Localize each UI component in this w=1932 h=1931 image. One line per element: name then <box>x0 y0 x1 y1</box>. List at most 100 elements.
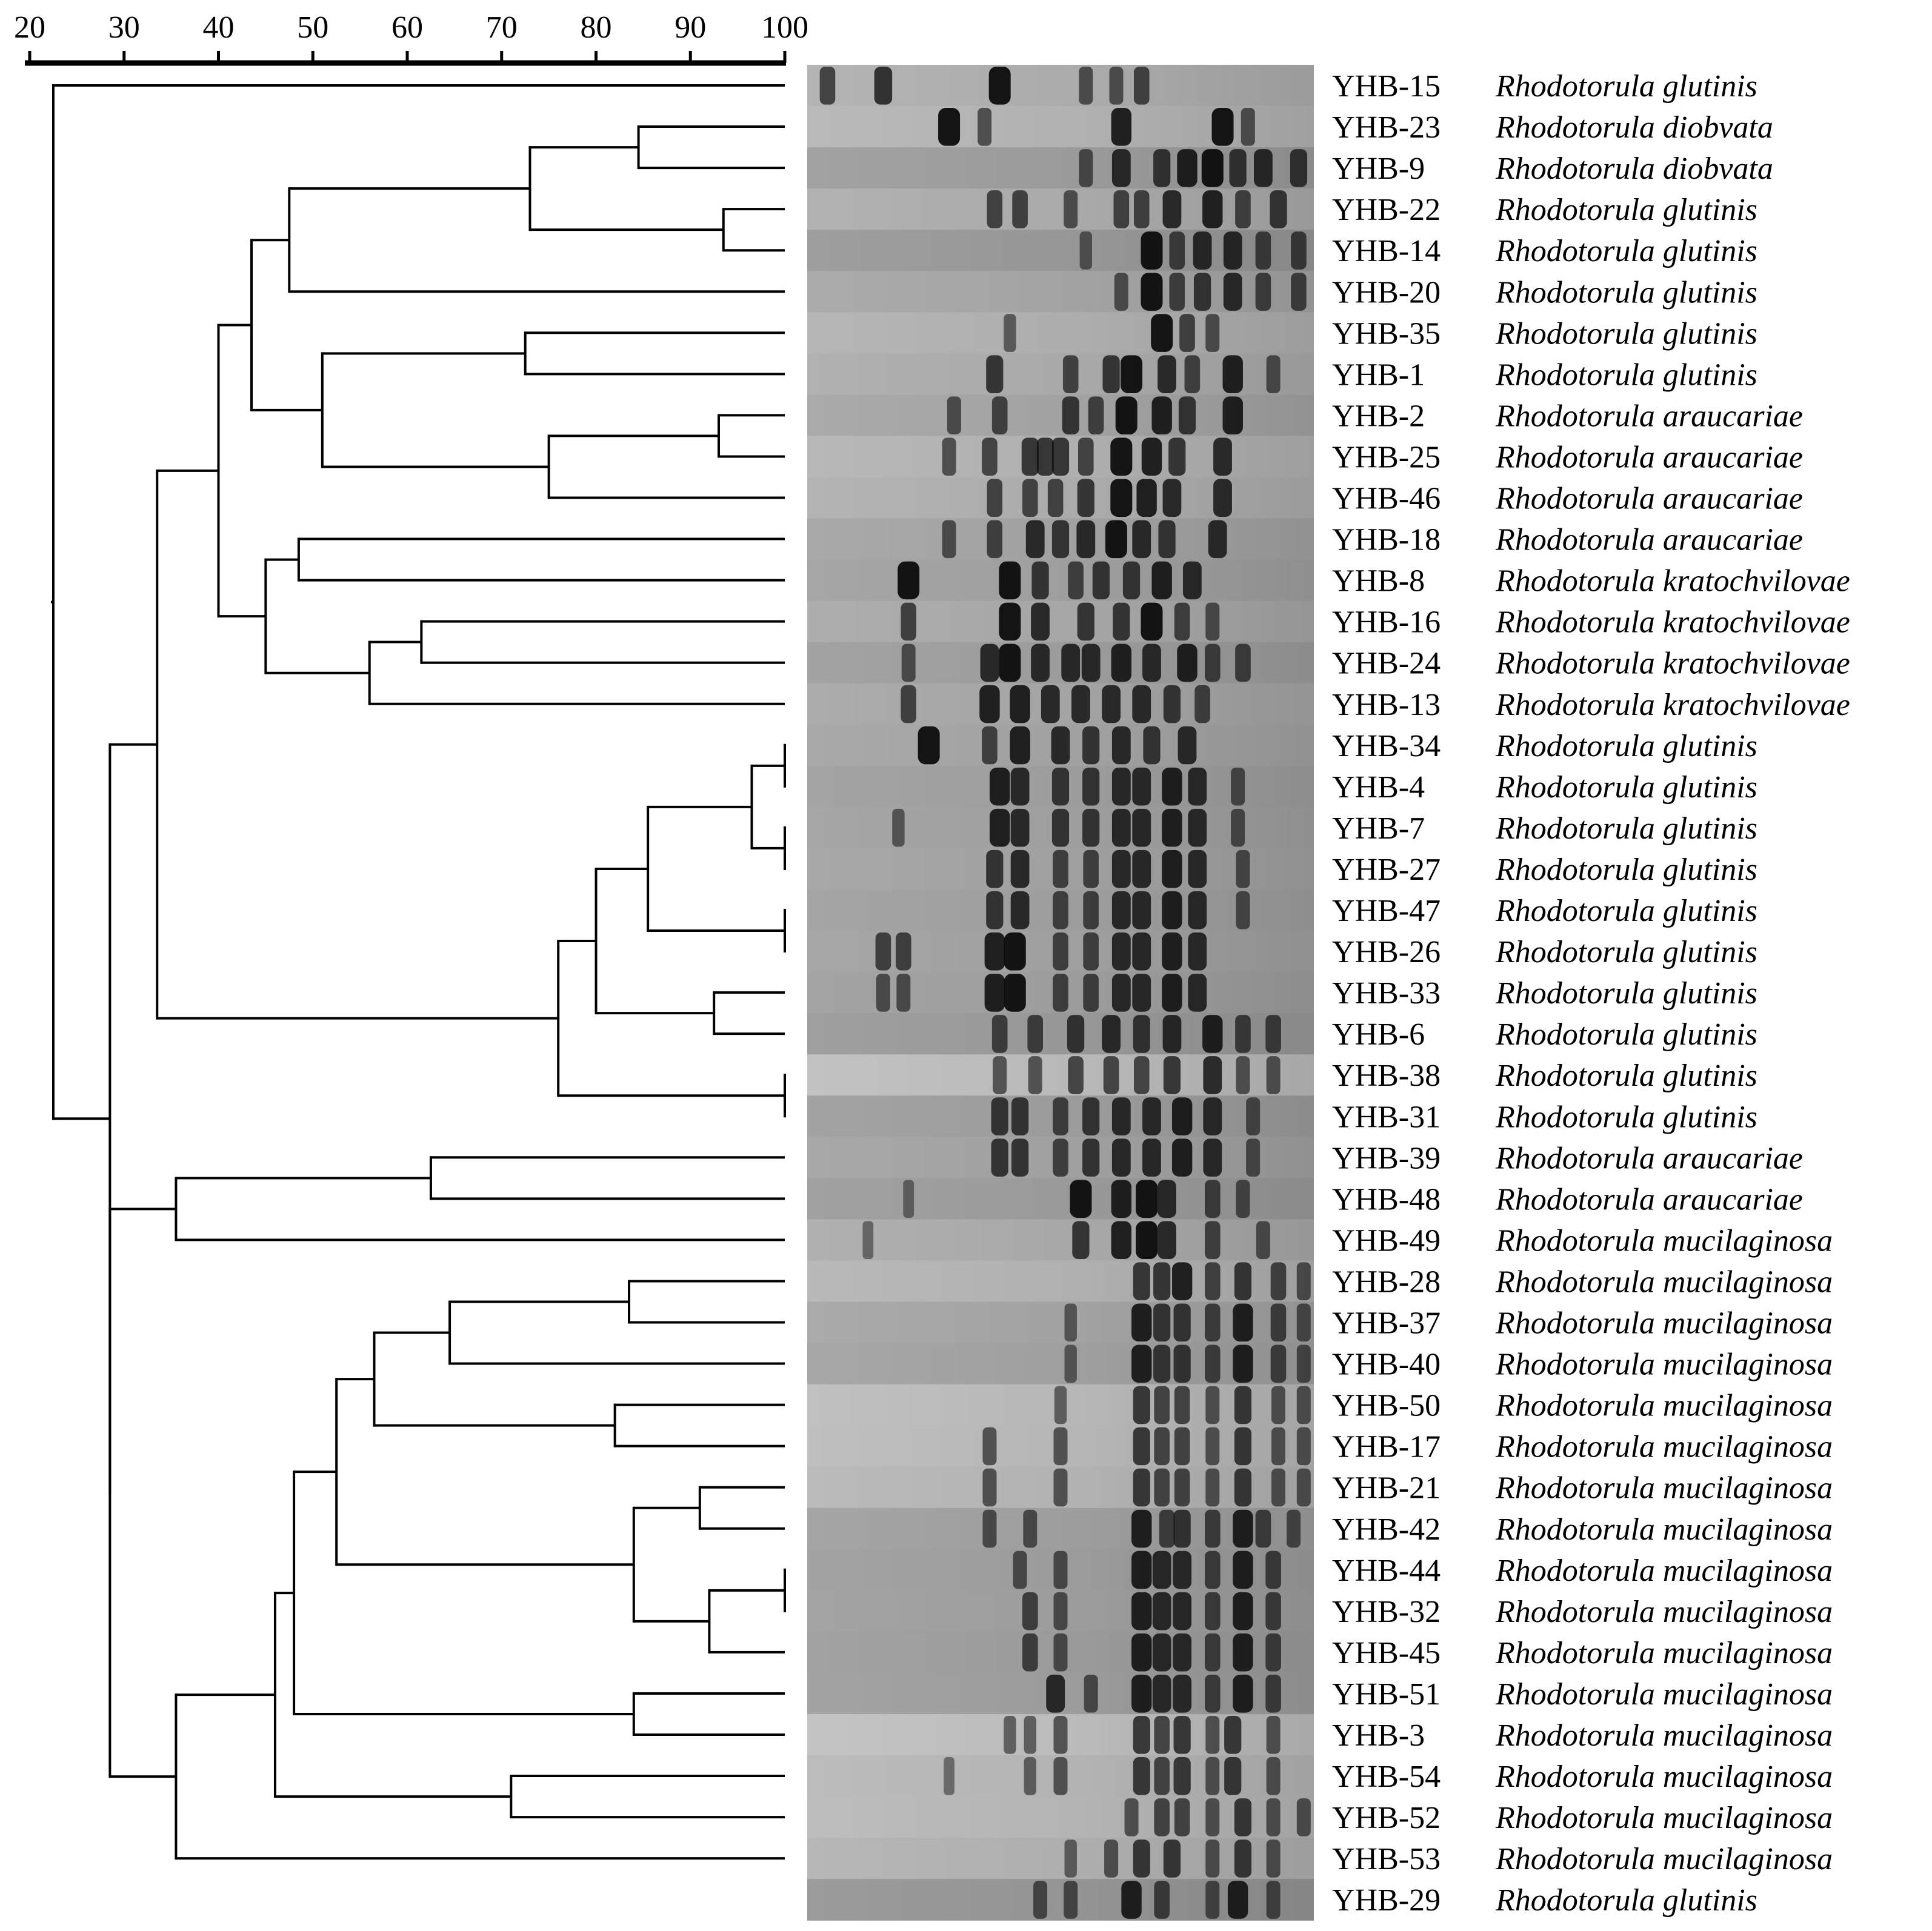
gel-band <box>1163 685 1181 723</box>
gel-lane <box>807 972 1314 1014</box>
strain-id-label: YHB-49 <box>1332 1223 1441 1258</box>
gel-lane <box>807 1425 1314 1467</box>
gel-band <box>1064 1344 1077 1383</box>
strain-id-label: YHB-50 <box>1332 1389 1441 1423</box>
gel-band <box>1053 1468 1068 1507</box>
gel-band <box>1111 726 1131 765</box>
gel-band <box>944 1757 954 1795</box>
gel-lane <box>807 64 1314 107</box>
gel-band <box>1205 1757 1220 1795</box>
gel-band <box>862 1221 874 1260</box>
gel-band <box>1083 974 1099 1012</box>
gel-lane <box>807 724 1314 766</box>
scale-tick-label: 80 <box>581 10 612 45</box>
cluster-tree <box>50 84 786 1860</box>
gel-lane <box>807 106 1314 148</box>
gel-lane <box>807 642 1314 684</box>
strain-id-label: YHB-26 <box>1332 935 1441 969</box>
gel-band <box>1025 520 1045 559</box>
gel-band <box>1162 891 1182 929</box>
gel-band <box>987 520 1003 559</box>
strain-id-label: YHB-29 <box>1332 1883 1441 1918</box>
gel-band <box>1084 1674 1098 1713</box>
gel-band <box>1111 974 1131 1012</box>
gel-band <box>991 1097 1008 1135</box>
gel-band <box>1047 479 1064 517</box>
gel-band <box>1132 849 1151 888</box>
gel-band <box>1053 1757 1068 1795</box>
gel-lane <box>807 1838 1314 1879</box>
gel-band <box>1082 808 1100 847</box>
gel-band <box>1287 1509 1301 1548</box>
gel-band <box>1062 396 1079 435</box>
gel-band <box>1031 602 1050 641</box>
species-name-label: Rhodotorula glutinis <box>1495 894 1757 928</box>
gel-band <box>1188 767 1207 806</box>
gel-band <box>1012 190 1028 228</box>
gel-band <box>1231 767 1245 806</box>
gel-band <box>978 108 992 146</box>
gel-band <box>1255 231 1271 270</box>
gel-band <box>1110 479 1133 517</box>
strain-id-label: YHB-22 <box>1332 193 1441 227</box>
gel-band <box>1178 396 1196 435</box>
gel-band <box>1234 1840 1252 1878</box>
gel-band <box>1082 1097 1100 1135</box>
gel-band <box>1053 974 1068 1012</box>
species-name-label: Rhodotorula mucilaginosa <box>1495 1471 1833 1506</box>
gel-band <box>1143 726 1161 765</box>
gel-band <box>1162 1015 1182 1053</box>
gel-band <box>1291 273 1307 311</box>
gel-band <box>1136 1221 1158 1260</box>
gel-band <box>1227 1881 1248 1919</box>
strain-id-label: YHB-28 <box>1332 1265 1441 1299</box>
species-name-label: Rhodotorula araucariae <box>1495 523 1803 557</box>
gel-band <box>1036 437 1054 476</box>
gel-band <box>989 767 1010 806</box>
gel-band <box>1141 437 1162 476</box>
gel-band <box>988 66 1011 105</box>
species-name-label: Rhodotorula glutinis <box>1495 935 1757 969</box>
gel-band <box>1092 561 1110 600</box>
gel-band <box>1033 1881 1048 1919</box>
gel-band <box>1011 1138 1029 1177</box>
strain-id-label: YHB-1 <box>1332 357 1425 392</box>
gel-band <box>1158 1180 1176 1218</box>
gel-band <box>1271 1427 1285 1466</box>
gel-band <box>1115 396 1138 435</box>
species-name-label: Rhodotorula mucilaginosa <box>1495 1223 1833 1258</box>
species-name-label: Rhodotorula mucilaginosa <box>1495 1595 1833 1629</box>
gel-band <box>1234 1468 1252 1507</box>
gel-band <box>1233 1592 1253 1630</box>
gel-band <box>1163 1056 1181 1094</box>
gel-band <box>1168 437 1186 476</box>
gel-band <box>1213 479 1232 517</box>
gel-lane <box>807 683 1314 725</box>
gel-band <box>982 437 998 476</box>
gel-band <box>1132 974 1151 1012</box>
gel-band <box>1141 273 1163 311</box>
gel-band <box>1154 1757 1170 1795</box>
gel-band <box>1064 1303 1077 1342</box>
gel-band <box>1296 1344 1311 1383</box>
strain-id-label: YHB-42 <box>1332 1512 1441 1547</box>
gel-band <box>1010 767 1030 806</box>
gel-band <box>1010 726 1030 765</box>
gel-band <box>1171 1097 1193 1135</box>
gel-band <box>1083 891 1099 929</box>
gel-band <box>1205 1180 1221 1218</box>
scale-tick-label: 30 <box>108 10 140 45</box>
gel-band <box>1121 1881 1142 1919</box>
gel-band <box>1133 1262 1150 1301</box>
gel-band <box>1142 1097 1161 1135</box>
gel-band <box>1162 932 1182 971</box>
species-name-label: Rhodotorula kratochvilovae <box>1495 688 1850 722</box>
species-name-label: Rhodotorula glutinis <box>1495 1100 1757 1134</box>
species-name-label: Rhodotorula kratochvilovae <box>1495 605 1850 640</box>
species-name-label: Rhodotorula glutinis <box>1495 357 1757 392</box>
gel-lane <box>807 312 1314 354</box>
gel-band <box>1236 1180 1250 1218</box>
gel-lane <box>807 394 1314 437</box>
species-name-label: Rhodotorula araucariae <box>1495 399 1803 433</box>
gel-band <box>1076 520 1096 559</box>
